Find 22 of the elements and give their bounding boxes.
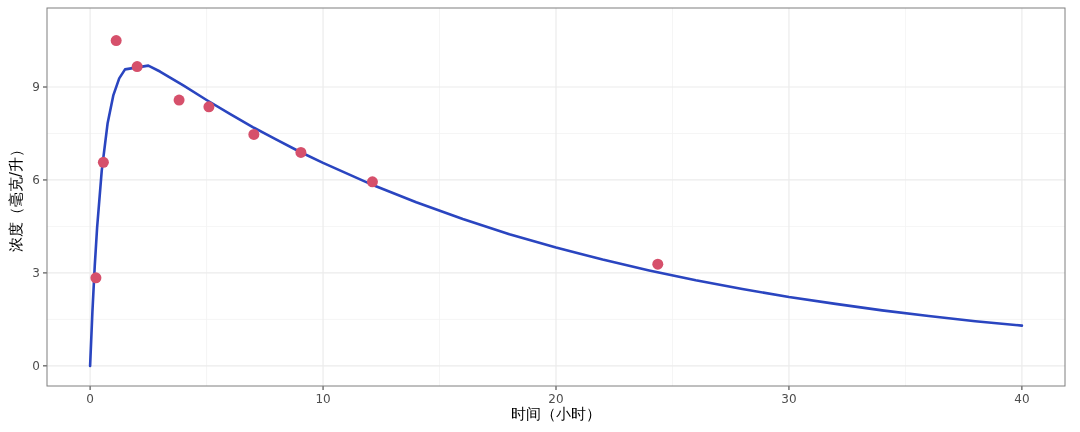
x-tick-label: 40 bbox=[1014, 392, 1030, 406]
point bbox=[90, 272, 102, 284]
point bbox=[295, 146, 307, 158]
x-tick-label: 30 bbox=[781, 392, 797, 406]
x-axis-title: 时间（小时） bbox=[511, 405, 601, 423]
point bbox=[366, 176, 378, 188]
point bbox=[110, 35, 122, 47]
point bbox=[97, 156, 109, 168]
y-tick-label: 3 bbox=[32, 265, 40, 280]
y-axis-title: 浓度（毫克/升） bbox=[7, 141, 25, 253]
x-tick-label: 20 bbox=[548, 392, 564, 406]
x-tick-label: 10 bbox=[315, 392, 331, 406]
x-tick-label: 0 bbox=[86, 392, 94, 406]
point bbox=[652, 258, 664, 270]
point bbox=[173, 94, 185, 106]
y-tick-label: 9 bbox=[32, 80, 40, 95]
point bbox=[248, 128, 260, 140]
y-tick-label: 0 bbox=[32, 358, 40, 373]
line-series bbox=[88, 64, 1024, 368]
point bbox=[131, 61, 143, 73]
y-tick-label: 6 bbox=[32, 172, 40, 187]
point bbox=[203, 101, 215, 113]
